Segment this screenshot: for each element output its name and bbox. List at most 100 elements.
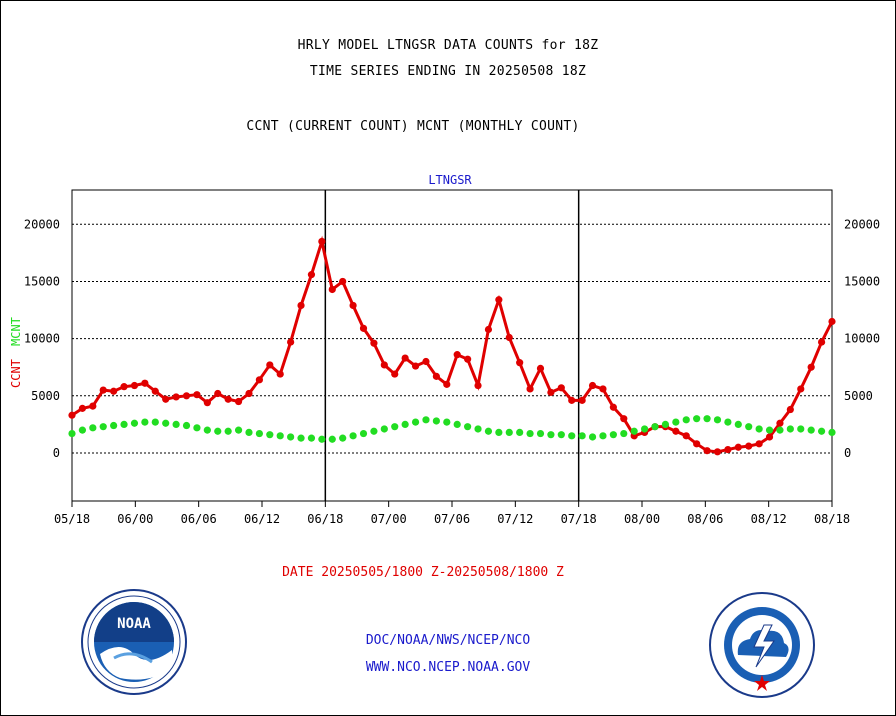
data-point-mcnt	[401, 420, 409, 428]
data-point-mcnt	[89, 424, 97, 432]
data-point-ccnt	[141, 379, 149, 387]
noaa-logo-text: NOAA	[117, 616, 151, 632]
data-point-mcnt	[266, 431, 274, 439]
y-tick-label-right: 15000	[844, 274, 880, 288]
x-tick-label: 06/12	[244, 512, 280, 526]
x-tick-label: 06/00	[117, 512, 153, 526]
data-point-ccnt	[734, 443, 742, 451]
chart-title-line-1: HRLY MODEL LTNGSR DATA COUNTS for 18Z	[297, 38, 599, 53]
footer-agency: DOC/NOAA/NWS/NCEP/NCO	[365, 633, 531, 648]
data-point-ccnt	[328, 285, 336, 294]
footer-website[interactable]: WWW.NCO.NCEP.NOAA.GOV	[365, 660, 531, 675]
data-point-ccnt	[484, 325, 493, 334]
data-point-ccnt	[162, 395, 170, 403]
data-point-ccnt	[828, 317, 836, 326]
data-point-mcnt	[453, 420, 461, 428]
data-point-ccnt	[99, 386, 107, 394]
data-point-mcnt	[411, 418, 420, 426]
data-point-ccnt	[755, 440, 763, 448]
data-point-mcnt	[349, 432, 357, 440]
data-point-mcnt	[776, 426, 784, 434]
data-point-mcnt	[297, 434, 305, 442]
data-point-ccnt	[713, 448, 722, 456]
data-point-ccnt	[443, 380, 451, 388]
data-point-mcnt	[609, 431, 617, 439]
data-point-mcnt	[682, 416, 690, 424]
data-point-mcnt	[464, 423, 472, 431]
data-point-ccnt	[620, 415, 628, 423]
x-tick-label: 07/18	[561, 512, 597, 526]
series-layer	[68, 235, 836, 456]
x-tick-label: 07/12	[497, 512, 533, 526]
data-point-mcnt	[505, 428, 513, 436]
axis-layer: 0 0 5000 5000 10000 10000 15000 15000 20000 20000…	[24, 189, 880, 526]
data-point-mcnt	[734, 420, 742, 428]
data-point-mcnt	[203, 426, 211, 434]
data-point-mcnt	[224, 427, 232, 435]
data-point-mcnt	[693, 415, 701, 423]
x-tick-label: 08/18	[814, 512, 850, 526]
data-point-mcnt	[765, 426, 774, 434]
data-point-ccnt	[599, 385, 607, 393]
data-point-ccnt	[130, 381, 139, 390]
data-point-ccnt	[578, 396, 586, 404]
data-point-ccnt	[516, 359, 524, 367]
data-point-mcnt	[214, 427, 222, 435]
nws-logo	[708, 591, 816, 699]
data-point-mcnt	[162, 419, 170, 427]
x-tick-label: 07/06	[434, 512, 470, 526]
data-point-ccnt	[193, 391, 201, 399]
data-point-ccnt	[287, 338, 295, 346]
data-point-mcnt	[443, 418, 451, 426]
data-point-mcnt	[672, 418, 680, 426]
data-point-ccnt	[307, 271, 316, 279]
data-point-mcnt	[495, 428, 503, 436]
y-tick-label-right: 20000	[844, 217, 880, 231]
data-point-ccnt	[266, 361, 274, 369]
data-point-ccnt	[776, 419, 784, 427]
data-point-mcnt	[380, 425, 388, 433]
chart-title-line-3: CCNT (CURRENT COUNT) MCNT (MONTHLY COUNT…	[246, 119, 580, 134]
x-tick-label: 06/06	[181, 512, 217, 526]
data-point-ccnt	[526, 385, 534, 393]
data-point-mcnt	[828, 428, 836, 436]
data-point-ccnt	[234, 397, 243, 406]
data-point-ccnt	[411, 362, 420, 370]
data-point-ccnt	[339, 277, 347, 286]
data-point-ccnt	[276, 370, 284, 378]
data-point-mcnt	[474, 425, 482, 433]
data-point-ccnt	[78, 404, 87, 412]
data-point-mcnt	[120, 420, 128, 428]
panel-title: LTNGSR	[428, 173, 472, 187]
data-point-ccnt	[401, 354, 409, 362]
data-point-ccnt	[505, 333, 513, 342]
data-point-ccnt	[224, 395, 232, 403]
data-point-ccnt	[214, 389, 222, 398]
y-label-mcnt: MCNT	[9, 317, 23, 346]
data-point-ccnt	[568, 396, 576, 404]
y-tick-label-right: 10000	[844, 332, 880, 346]
data-point-mcnt	[620, 429, 628, 438]
data-point-ccnt	[359, 324, 368, 332]
data-point-ccnt	[682, 432, 690, 440]
data-point-mcnt	[182, 421, 191, 430]
data-point-ccnt	[422, 357, 430, 366]
data-point-mcnt	[630, 427, 638, 435]
data-point-ccnt	[120, 383, 128, 391]
data-point-ccnt	[765, 433, 774, 441]
data-point-mcnt	[703, 415, 711, 423]
data-point-ccnt	[203, 399, 211, 407]
data-point-ccnt	[817, 338, 826, 346]
x-tick-label: 08/00	[624, 512, 660, 526]
data-point-ccnt	[745, 442, 753, 450]
data-point-mcnt	[99, 423, 107, 431]
x-tick-label: 05/18	[54, 512, 90, 526]
data-point-mcnt	[807, 426, 815, 434]
data-point-ccnt	[547, 388, 555, 396]
data-point-ccnt	[349, 301, 357, 310]
data-point-ccnt	[110, 387, 118, 395]
data-point-mcnt	[797, 425, 805, 433]
data-point-mcnt	[110, 421, 118, 430]
y-tick-label-right: 0	[844, 446, 851, 460]
